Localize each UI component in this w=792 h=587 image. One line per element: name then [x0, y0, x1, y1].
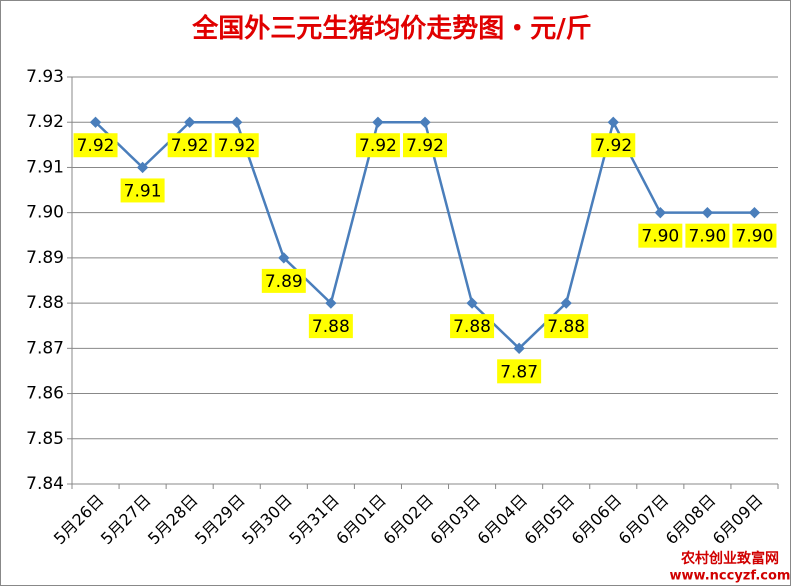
data-label-box — [120, 178, 165, 203]
data-label: 7.89 — [265, 272, 303, 292]
data-label-box — [355, 133, 400, 158]
data-label-box — [261, 268, 306, 293]
y-tick-label: 7.92 — [26, 112, 64, 132]
point-marker — [654, 207, 666, 219]
watermark-title: 农村创业致富网 — [680, 550, 779, 567]
data-label-box — [450, 314, 495, 339]
watermark-url: www.nccyzf.com — [670, 569, 791, 584]
watermark-box — [672, 548, 788, 584]
data-label-box — [732, 223, 777, 248]
point-marker — [325, 297, 337, 309]
data-label: 7.90 — [641, 227, 679, 247]
point-marker — [748, 207, 761, 219]
point-marker — [466, 297, 478, 309]
data-label: 7.90 — [736, 227, 774, 247]
point-marker — [136, 161, 149, 174]
data-label: 7.92 — [406, 136, 444, 156]
data-label-box — [638, 223, 683, 248]
data-label: 7.88 — [312, 317, 350, 337]
data-label-box — [591, 133, 636, 158]
y-tick-label: 7.91 — [26, 157, 64, 177]
y-tick-label: 7.86 — [26, 384, 64, 404]
y-tick-label: 7.93 — [26, 67, 64, 87]
data-label: 7.88 — [547, 317, 585, 337]
data-label-box — [685, 223, 730, 248]
y-tick-label: 7.88 — [26, 293, 64, 313]
data-label: 7.92 — [594, 136, 632, 156]
point-marker — [701, 207, 714, 219]
data-label: 7.92 — [171, 136, 209, 156]
data-label-box — [497, 359, 542, 384]
data-label-box — [73, 133, 118, 158]
data-label-box — [214, 133, 259, 158]
chart-title: 全国外三元生猪均价走势图・元/斤 — [191, 13, 592, 44]
point-marker — [513, 342, 525, 354]
data-label-box — [403, 133, 447, 158]
data-label: 7.92 — [359, 136, 397, 156]
data-label: 7.91 — [124, 181, 162, 201]
data-label: 7.90 — [688, 227, 726, 247]
data-label-box — [544, 314, 589, 339]
point-marker — [560, 297, 572, 309]
y-tick-label: 7.84 — [26, 474, 64, 494]
data-label: 7.88 — [453, 317, 491, 337]
data-label: 7.87 — [500, 362, 538, 382]
data-label: 7.92 — [218, 136, 256, 156]
data-label: 7.92 — [77, 136, 115, 156]
data-label-box — [167, 133, 212, 158]
y-tick-label: 7.89 — [26, 248, 64, 268]
y-tick-label: 7.87 — [26, 338, 64, 358]
y-tick-label: 7.90 — [26, 203, 64, 223]
y-tick-label: 7.85 — [26, 429, 64, 449]
data-label-box — [308, 314, 353, 339]
point-marker — [278, 252, 290, 264]
